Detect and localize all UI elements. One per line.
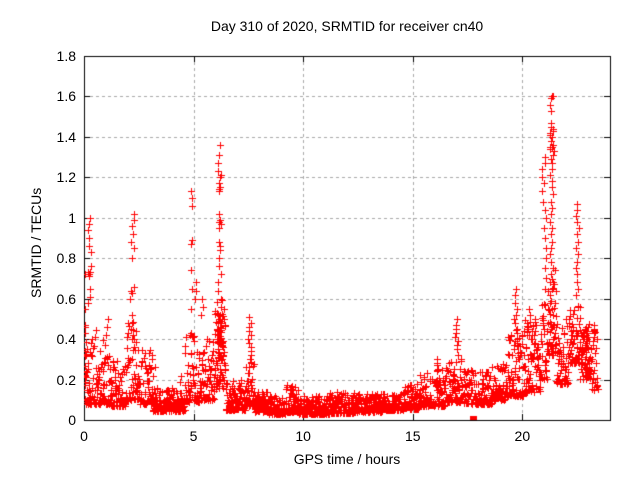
chart-title: Day 310 of 2020, SRMTID for receiver cn4… (210, 18, 484, 34)
y-tick-label: 1.4 (56, 128, 76, 145)
y-tick-label: 0.2 (56, 371, 76, 388)
y-axis-label-text: SRMTID / TECUs (28, 187, 44, 298)
y-tick-label: 1 (68, 209, 76, 226)
y-tick-label: 1.6 (56, 88, 76, 105)
x-axis-label: GPS time / hours (293, 451, 401, 467)
x-tick-label: 5 (189, 428, 198, 444)
x-tick-label: 15 (404, 428, 421, 444)
x-tick-label: 20 (514, 428, 531, 444)
y-tick-label: 1.2 (56, 169, 76, 186)
y-tick-label: 0.8 (56, 250, 76, 267)
y-tick-label: 0.4 (56, 331, 76, 348)
y-tick-label: 0 (68, 412, 76, 428)
x-tick-label: 10 (295, 428, 311, 444)
y-tick-label: 0.6 (56, 290, 76, 307)
y-tick-label: 1.8 (56, 48, 76, 64)
x-tick-label: 0 (80, 428, 88, 444)
